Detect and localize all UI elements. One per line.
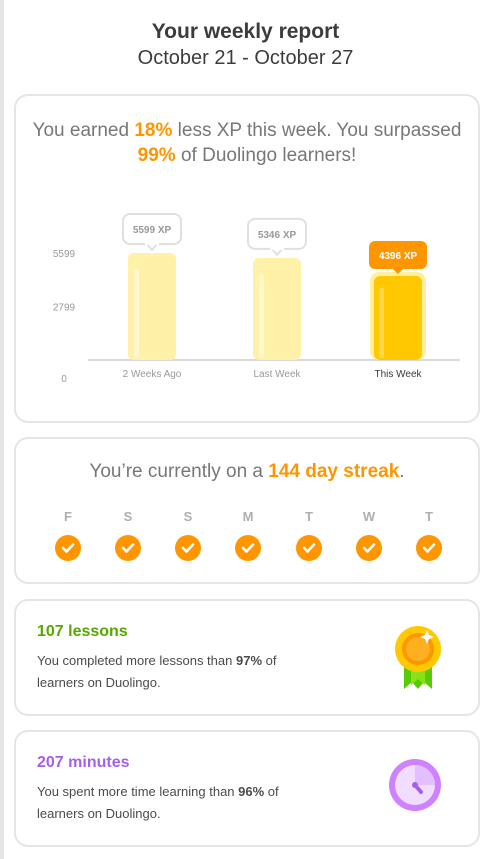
checkmark-icon xyxy=(235,535,261,561)
streak-day: M xyxy=(228,509,268,561)
bar-shine xyxy=(379,287,384,358)
minutes-desc-prefix: You spent more time learning than xyxy=(37,784,239,799)
day-letter: T xyxy=(425,509,433,524)
bar-1 xyxy=(253,257,301,360)
day-letter: M xyxy=(242,509,254,524)
streak-day: S xyxy=(108,509,148,561)
value-badge-mask xyxy=(145,242,159,245)
minutes-percent: 96% xyxy=(238,784,265,799)
xp-summary-mid: less XP this week. You surpassed xyxy=(172,120,462,141)
lessons-desc-prefix: You completed more lessons than xyxy=(37,653,236,668)
y-tick-label: 0 xyxy=(61,374,67,385)
day-letter: F xyxy=(64,509,72,524)
page-title: Your weekly report xyxy=(151,20,340,43)
day-letter: S xyxy=(123,509,133,524)
lessons-description: You completed more lessons than 97% of l… xyxy=(37,650,307,694)
value-badge-pointer xyxy=(393,268,403,274)
value-label: 4396 XP xyxy=(379,251,418,262)
streak-prefix: You’re currently on a xyxy=(89,461,269,482)
left-edge-divider xyxy=(0,0,4,859)
checkmark-icon xyxy=(416,535,442,561)
day-letter: W xyxy=(362,509,376,524)
streak-suffix: . xyxy=(399,461,405,482)
minutes-title: 207 minutes xyxy=(37,754,130,771)
xp-card: You earned 18% less XP this week. You su… xyxy=(14,94,480,423)
streak-summary: You’re currently on a 144 day streak. xyxy=(16,461,478,483)
value-badge-mask xyxy=(270,246,284,250)
percentile-value: 99% xyxy=(137,145,176,166)
bar-2 xyxy=(374,275,422,360)
xp-summary: You earned 18% less XP this week. You su… xyxy=(16,118,478,168)
value-badge xyxy=(369,240,427,269)
day-letter: S xyxy=(183,509,193,524)
value-label: 5346 XP xyxy=(258,230,297,241)
streak-day: F xyxy=(48,509,88,561)
bar-0 xyxy=(128,253,176,360)
medal-icon xyxy=(394,625,442,696)
checkmark-icon xyxy=(296,535,322,561)
lessons-desc-suffix: of learners on Duolingo. xyxy=(37,653,277,690)
x-tick-label: 2 Weeks Ago xyxy=(123,369,182,380)
checkmark-icon xyxy=(55,535,81,561)
day-letter: T xyxy=(305,509,313,524)
report-header: Your weekly report October 21 - October … xyxy=(0,20,491,70)
streak-day: W xyxy=(349,509,389,561)
lessons-title: 107 lessons xyxy=(37,623,128,640)
xp-bar-chart: 0 2799 5599 2 Weeks Ago 5599 XP Last Week 5346… xyxy=(53,213,460,385)
y-tick-label: 5599 xyxy=(53,249,76,260)
checkmark-icon xyxy=(175,535,201,561)
value-label: 5599 XP xyxy=(133,225,172,236)
x-tick-label: Last Week xyxy=(253,369,301,380)
x-tick-label: This Week xyxy=(374,369,422,380)
xp-summary-suffix: of Duolingo learners! xyxy=(175,145,357,166)
minutes-description: You spent more time learning than 96% of… xyxy=(37,781,307,825)
checkmark-icon xyxy=(356,535,382,561)
xp-summary-prefix: You earned xyxy=(32,120,135,141)
streak-day: T xyxy=(409,509,449,561)
stopwatch-icon xyxy=(388,756,442,817)
date-range: October 21 - October 27 xyxy=(137,47,354,69)
lessons-percent: 97% xyxy=(235,653,263,668)
bar-shine xyxy=(134,269,139,358)
streak-card: You’re currently on a 144 day streak. F S… xyxy=(14,437,480,584)
minutes-card: 207 minutes You spent more time learning… xyxy=(14,730,480,847)
checkmark-icon xyxy=(115,535,141,561)
bar-shine xyxy=(259,273,264,358)
streak-count: 144 day streak xyxy=(268,461,400,482)
y-tick-label: 2799 xyxy=(53,303,76,314)
lessons-card: 107 lessons You completed more lessons t… xyxy=(14,599,480,716)
streak-day: S xyxy=(168,509,208,561)
xp-change-value: 18% xyxy=(134,120,173,141)
minutes-desc-suffix: of learners on Duolingo. xyxy=(37,784,279,821)
streak-day: T xyxy=(289,509,329,561)
